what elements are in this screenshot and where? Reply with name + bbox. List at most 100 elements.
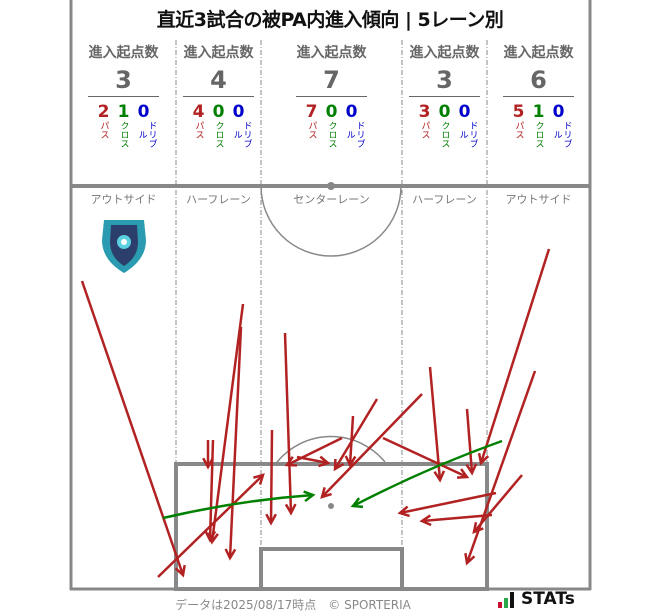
- lane-summary: 進入起点数 7 7 パス 0 クロス 0 ドリブル: [261, 42, 402, 148]
- logo-bar-icon: [504, 598, 508, 608]
- cross-arrow: [350, 439, 503, 509]
- dribble-count: 0 ドリブル: [552, 102, 572, 148]
- penalty-spot: [328, 503, 334, 509]
- pass-arrow: [419, 513, 493, 527]
- pass-count: 4 パス: [192, 102, 206, 139]
- lane-total: 4: [210, 66, 227, 94]
- pass-label: パス: [419, 121, 430, 139]
- cross-label: クロス: [326, 121, 337, 148]
- divider: [296, 96, 367, 97]
- pass-label: パス: [306, 121, 317, 139]
- pass-arrow: [204, 439, 217, 543]
- lane-summary: 進入起点数 3 3 パス 0 クロス 0 ドリブル: [402, 42, 487, 148]
- lane-name: ハーフレーン: [412, 193, 477, 206]
- pass-arrow: [472, 474, 523, 534]
- penalty-area: [174, 462, 489, 591]
- cross-value: 0: [325, 102, 338, 122]
- lane-summary: 進入起点数 6 5 パス 1 クロス 0 ドリブル: [487, 42, 590, 148]
- lane-total: 6: [530, 66, 547, 94]
- cross-count: 0 クロス: [438, 102, 452, 148]
- pass-value: 5: [512, 102, 525, 122]
- pass-value: 2: [97, 102, 110, 122]
- cross-value: 1: [532, 102, 545, 122]
- cross-arrow: [162, 490, 316, 520]
- dribble-count: 0 ドリブル: [458, 102, 478, 148]
- pass-arrow: [465, 408, 478, 476]
- pass-arrow: [320, 393, 423, 499]
- dribble-value: 0: [137, 102, 150, 122]
- stats-logo: STATs: [498, 590, 575, 608]
- lane-label: 進入起点数: [88, 45, 159, 61]
- pass-arrow: [157, 473, 265, 578]
- lane-label: 進入起点数: [296, 45, 367, 61]
- cross-value: 1: [117, 102, 130, 122]
- pass-arrow: [296, 455, 331, 468]
- dribble-label: ドリブル: [457, 121, 478, 148]
- chart-title: 直近3試合の被PA内進入傾向 | 5レーン別: [156, 9, 504, 31]
- cross-value: 0: [212, 102, 225, 122]
- cross-label: クロス: [118, 121, 129, 148]
- dribble-value: 0: [345, 102, 358, 122]
- center-spot: [327, 182, 335, 190]
- pass-label: パス: [98, 121, 109, 139]
- center-circle: [260, 185, 402, 257]
- pass-arrow: [265, 429, 277, 526]
- cross-count: 1 クロス: [117, 102, 131, 148]
- cross-count: 1 クロス: [532, 102, 546, 148]
- pass-value: 7: [305, 102, 318, 122]
- team-crest: [102, 220, 146, 273]
- pass-count: 3 パス: [418, 102, 432, 139]
- divider: [88, 96, 159, 97]
- lane-name: アウトサイド: [505, 193, 572, 206]
- pass-count: 5 パス: [512, 102, 526, 139]
- dribble-label: ドリブル: [231, 121, 252, 148]
- dribble-label: ドリブル: [136, 121, 157, 148]
- pass-label: パス: [193, 121, 204, 139]
- pass-label: パス: [513, 121, 524, 139]
- pass-arrow: [397, 491, 497, 518]
- pass-arrow: [284, 436, 343, 467]
- pass-count: 2 パス: [97, 102, 111, 139]
- cross-label: クロス: [439, 121, 450, 148]
- lane-name: アウトサイド: [90, 193, 157, 206]
- data-note: データは2025/08/17時点 © SPORTERIA: [175, 598, 411, 612]
- cross-label: クロス: [533, 121, 544, 148]
- dribble-value: 0: [458, 102, 471, 122]
- lane-summary: 進入起点数 3 2 パス 1 クロス 0 ドリブル: [71, 42, 176, 148]
- dribble-count: 0 ドリブル: [137, 102, 157, 148]
- lane-total: 7: [323, 66, 340, 94]
- lane-label: 進入起点数: [503, 45, 574, 61]
- pass-arrow: [477, 248, 551, 466]
- dribble-value: 0: [232, 102, 245, 122]
- lane-summary: 進入起点数 4 4 パス 0 クロス 0 ドリブル: [176, 42, 261, 148]
- divider: [409, 96, 480, 97]
- pass-arrow: [283, 332, 297, 516]
- lane-label: 進入起点数: [409, 45, 480, 61]
- cross-count: 0 クロス: [325, 102, 339, 148]
- lane-total: 3: [436, 66, 453, 94]
- lane-name: センターレーン: [293, 193, 370, 206]
- cross-label: クロス: [213, 121, 224, 148]
- goal-area: [259, 547, 404, 591]
- dribble-value: 0: [552, 102, 565, 122]
- cross-count: 0 クロス: [212, 102, 226, 148]
- pass-arrow: [428, 366, 446, 483]
- dribble-count: 0 ドリブル: [232, 102, 252, 148]
- lane-label: 進入起点数: [183, 45, 254, 61]
- logo-bar-icon: [498, 602, 502, 608]
- pass-value: 4: [192, 102, 205, 122]
- dribble-label: ドリブル: [551, 121, 572, 148]
- stats-brand: STATs: [521, 589, 575, 609]
- logo-bar-icon: [510, 592, 514, 608]
- cross-value: 0: [438, 102, 451, 122]
- pass-value: 3: [418, 102, 431, 122]
- pass-arrow: [333, 398, 379, 472]
- lane-dividers: [175, 40, 488, 549]
- pass-count: 7 パス: [305, 102, 319, 139]
- lane-name: ハーフレーン: [186, 193, 251, 206]
- divider: [503, 96, 574, 97]
- pass-arrow: [80, 280, 186, 578]
- divider: [183, 96, 254, 97]
- entry-arrows: [80, 248, 551, 578]
